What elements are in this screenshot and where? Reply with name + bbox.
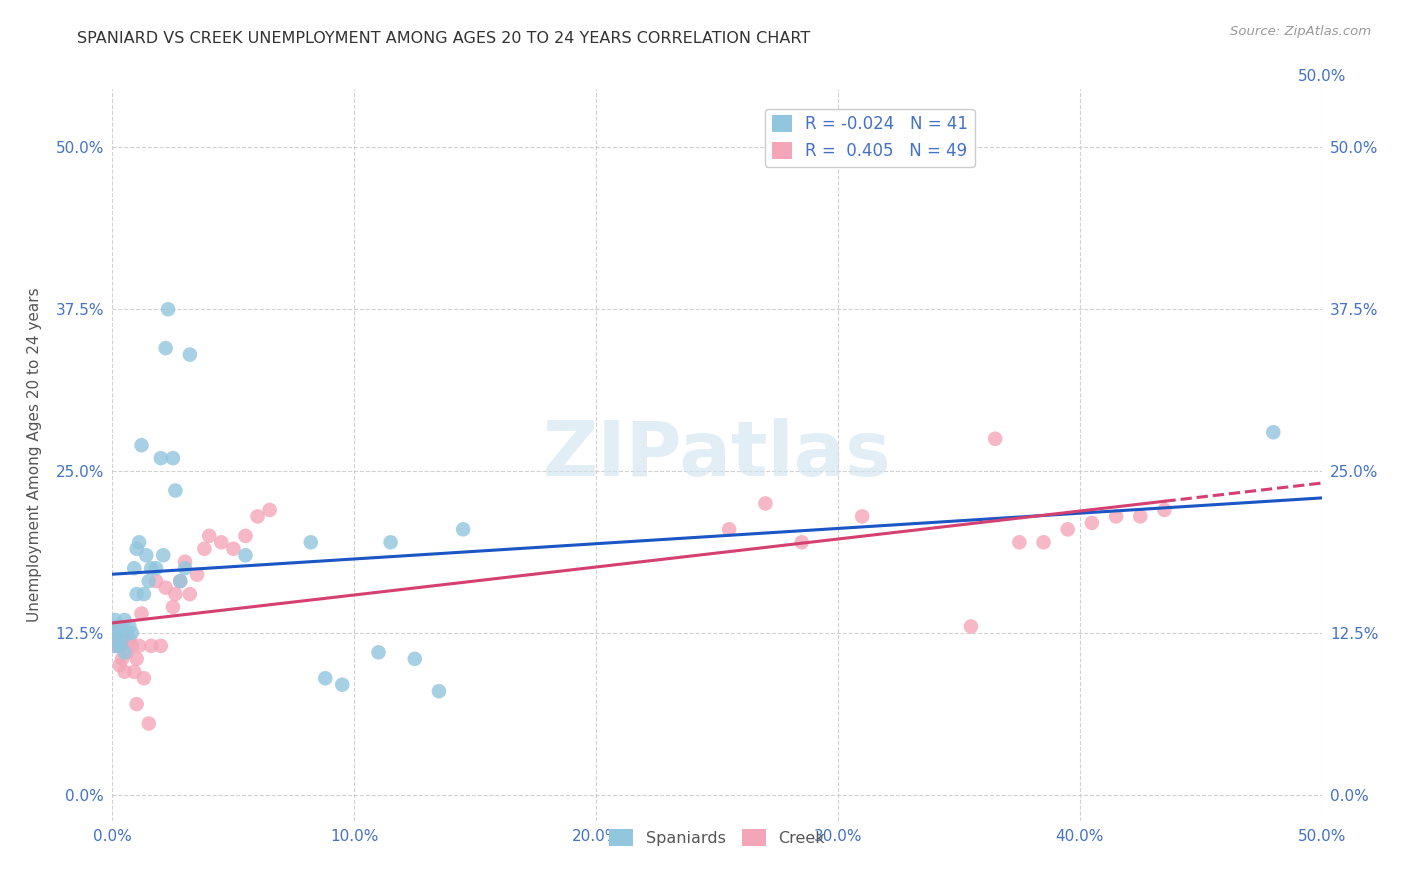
Point [330, 678, 353, 692]
Point [193, 541, 215, 556]
Point [174, 555, 197, 569]
Point [222, 541, 245, 556]
Point [125, 541, 148, 556]
Point [235, 529, 257, 543]
Y-axis label: Unemployment Among Ages 20 to 24 years: Unemployment Among Ages 20 to 24 years [27, 287, 42, 623]
Point [314, 671, 336, 685]
Point [104, 613, 127, 627]
Point [984, 432, 1007, 446]
Point [165, 483, 187, 498]
Point [121, 626, 143, 640]
Point [104, 639, 127, 653]
Point [851, 509, 873, 524]
Point [131, 607, 153, 621]
Point [125, 587, 148, 601]
Point [122, 561, 145, 575]
Point [754, 496, 776, 510]
Point [186, 567, 208, 582]
Point [141, 639, 163, 653]
Point [1032, 535, 1054, 549]
Point [104, 626, 127, 640]
Point [162, 600, 184, 615]
Point [115, 626, 138, 640]
Point [108, 639, 131, 653]
Text: Source: ZipAtlas.com: Source: ZipAtlas.com [1230, 25, 1371, 38]
Point [111, 652, 134, 666]
Point [121, 639, 143, 653]
Point [114, 665, 136, 679]
Point [114, 613, 136, 627]
Point [299, 535, 322, 549]
Point [179, 348, 201, 362]
Point [104, 619, 127, 633]
Point [125, 652, 148, 666]
Point [108, 658, 131, 673]
Point [141, 561, 163, 575]
Point [131, 438, 153, 452]
Point [105, 626, 128, 640]
Point [138, 574, 160, 589]
Point [960, 619, 983, 633]
Point [152, 548, 174, 562]
Point [114, 645, 136, 659]
Point [135, 548, 157, 562]
Point [104, 639, 127, 653]
Point [1056, 522, 1078, 536]
Point [235, 548, 257, 562]
Point [104, 626, 127, 640]
Point [169, 574, 191, 589]
Point [162, 451, 184, 466]
Point [209, 535, 232, 549]
Point [451, 522, 474, 536]
Point [198, 529, 221, 543]
Point [1153, 503, 1175, 517]
Point [1008, 535, 1031, 549]
Point [108, 639, 131, 653]
Legend: Spaniards, Creek: Spaniards, Creek [603, 822, 831, 853]
Point [718, 522, 741, 536]
Text: ZIPatlas: ZIPatlas [543, 418, 891, 491]
Point [1263, 425, 1285, 440]
Point [132, 587, 155, 601]
Point [122, 665, 145, 679]
Point [104, 632, 127, 647]
Point [118, 619, 141, 633]
Point [380, 535, 402, 549]
Point [149, 451, 172, 466]
Text: SPANIARD VS CREEK UNEMPLOYMENT AMONG AGES 20 TO 24 YEARS CORRELATION CHART: SPANIARD VS CREEK UNEMPLOYMENT AMONG AGE… [77, 31, 811, 46]
Point [108, 619, 131, 633]
Point [155, 581, 177, 595]
Point [165, 587, 187, 601]
Point [427, 684, 450, 698]
Point [155, 341, 177, 355]
Point [149, 639, 172, 653]
Point [145, 561, 167, 575]
Point [246, 509, 269, 524]
Point [128, 535, 150, 549]
Point [125, 697, 148, 711]
Point [132, 671, 155, 685]
Point [259, 503, 281, 517]
Point [1129, 509, 1152, 524]
Point [138, 716, 160, 731]
Point [367, 645, 389, 659]
Point [169, 574, 191, 589]
Point [157, 302, 180, 317]
Point [145, 574, 167, 589]
Point [790, 535, 813, 549]
Point [105, 639, 128, 653]
Point [1081, 516, 1104, 530]
Point [174, 561, 197, 575]
Point [111, 632, 134, 647]
Point [1105, 509, 1128, 524]
Point [115, 645, 138, 659]
Point [179, 587, 201, 601]
Point [128, 639, 150, 653]
Point [404, 652, 426, 666]
Point [118, 632, 141, 647]
